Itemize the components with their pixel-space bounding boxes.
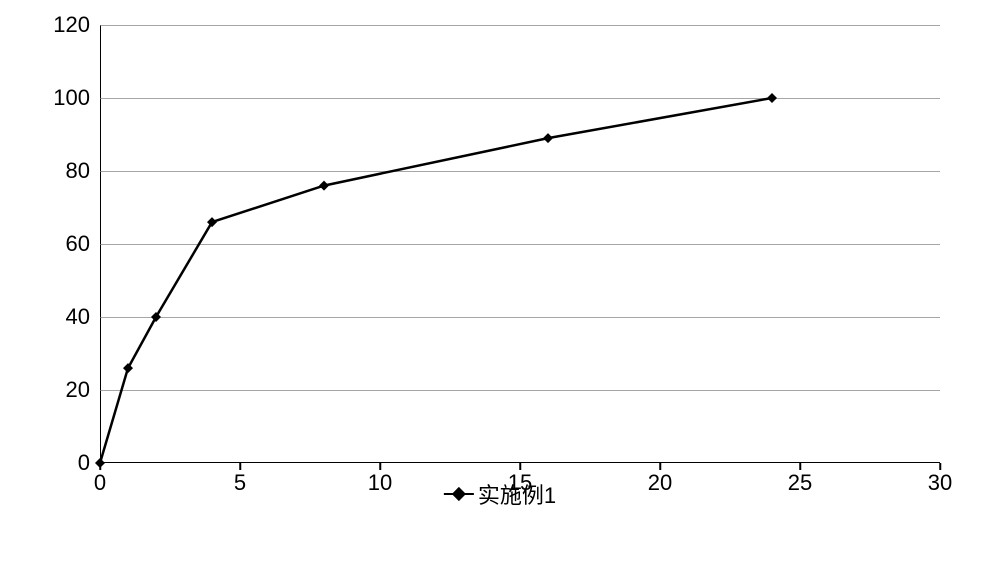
y-tick-label: 40 xyxy=(40,304,90,330)
x-tick xyxy=(519,463,521,470)
x-tick xyxy=(939,463,941,470)
data-marker-diamond-icon xyxy=(95,458,105,468)
x-tick xyxy=(799,463,801,470)
data-marker-diamond-icon xyxy=(123,363,133,373)
x-tick-label: 30 xyxy=(920,470,960,496)
x-tick-label: 10 xyxy=(360,470,400,496)
legend-marker-diamond-icon xyxy=(452,487,466,501)
y-tick-label: 100 xyxy=(40,85,90,111)
series-line xyxy=(100,98,772,463)
chart-svg xyxy=(100,25,940,463)
legend: 实施例1 xyxy=(444,478,556,510)
data-marker-diamond-icon xyxy=(767,93,777,103)
x-tick xyxy=(379,463,381,470)
y-tick-label: 20 xyxy=(40,377,90,403)
y-tick-label: 120 xyxy=(40,12,90,38)
x-tick xyxy=(239,463,241,470)
y-tick-label: 80 xyxy=(40,158,90,184)
x-tick-label: 25 xyxy=(780,470,820,496)
legend-label: 实施例1 xyxy=(478,478,556,510)
data-marker-diamond-icon xyxy=(543,133,553,143)
x-tick xyxy=(659,463,661,470)
chart-container: 020406080100120 051015202530 实施例1 xyxy=(40,15,960,515)
x-tick-label: 20 xyxy=(640,470,680,496)
legend-line xyxy=(444,493,474,495)
x-tick-label: 0 xyxy=(80,470,120,496)
y-tick-label: 60 xyxy=(40,231,90,257)
data-marker-diamond-icon xyxy=(319,181,329,191)
x-tick-label: 5 xyxy=(220,470,260,496)
